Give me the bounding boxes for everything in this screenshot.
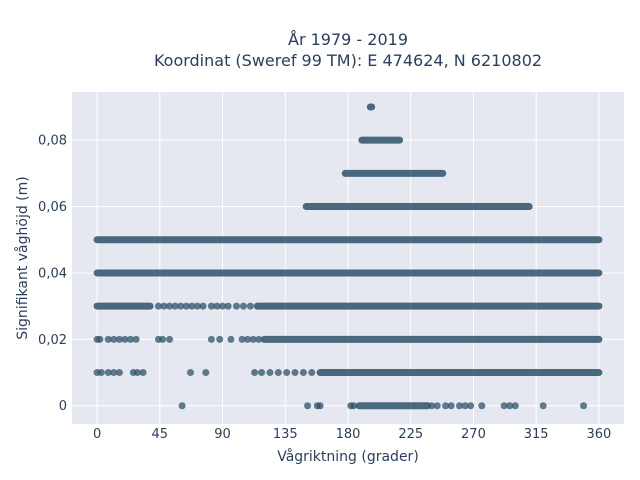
scatter-point: [580, 402, 588, 410]
scatter-point: [316, 402, 324, 410]
scatter-point: [159, 335, 167, 343]
scatter-point: [127, 335, 135, 343]
scatter-point: [199, 302, 207, 310]
scatter-point: [251, 369, 259, 377]
scatter-point: [511, 402, 519, 410]
scatter-point: [232, 302, 240, 310]
scatter-point: [299, 369, 307, 377]
y-axis-title: Signifikant våghöjd (m): [14, 176, 31, 339]
scatter-point: [258, 369, 266, 377]
scatter-band: [93, 302, 154, 310]
scatter-point: [115, 369, 123, 377]
scatter-point: [350, 402, 358, 410]
scatter-point: [291, 369, 299, 377]
scatter-point: [160, 302, 168, 310]
scatter-point: [506, 402, 514, 410]
scatter-point: [96, 335, 104, 343]
scatter-points: [93, 302, 588, 410]
scatter-band: [93, 236, 603, 244]
scatter-point: [178, 402, 186, 410]
scatter-point: [428, 402, 436, 410]
scatter-point: [139, 369, 147, 377]
scatter-point: [239, 302, 247, 310]
scatter-point: [266, 369, 274, 377]
scatter-point: [193, 302, 201, 310]
scatter-point: [224, 302, 232, 310]
scatter-point: [283, 369, 291, 377]
x-tick-label: 45: [152, 427, 169, 442]
x-tick-label: 315: [524, 427, 549, 442]
scatter-point: [244, 335, 252, 343]
scatter-point: [207, 302, 215, 310]
scatter-bands: [93, 103, 603, 410]
scatter-point: [249, 335, 257, 343]
scatter-point: [132, 335, 140, 343]
chart-title-line2: Koordinat (Sweref 99 TM): E 474624, N 62…: [154, 51, 542, 70]
scatter-band: [93, 269, 603, 277]
scatter-point: [219, 302, 227, 310]
scatter-point: [207, 335, 215, 343]
x-tick-label: 360: [586, 427, 611, 442]
scatter-point: [304, 402, 312, 410]
y-tick-label: 0,06: [38, 200, 67, 215]
x-tick-label: 90: [214, 427, 231, 442]
chart-title-line1: År 1979 - 2019: [288, 30, 408, 49]
x-tick-label: 270: [461, 427, 486, 442]
scatter-point: [171, 302, 179, 310]
scatter-point: [202, 369, 210, 377]
y-tick-label: 0,04: [38, 266, 67, 281]
y-tick-labels: 0 0,02 0,04 0,06 0,08: [38, 134, 67, 415]
scatter-point: [97, 369, 105, 377]
scatter-point: [182, 302, 190, 310]
scatter-point: [467, 402, 475, 410]
scatter-band: [260, 335, 603, 343]
scatter-point: [186, 369, 194, 377]
scatter-band: [316, 369, 603, 377]
scatter-point: [447, 402, 455, 410]
scatter-point: [216, 335, 224, 343]
scatter-point: [456, 402, 464, 410]
scatter-point: [213, 302, 221, 310]
scatter-point: [238, 335, 246, 343]
y-tick-label: 0: [59, 399, 67, 414]
scatter-point: [104, 369, 112, 377]
x-tick-labels: 0 45 90 135 180 225 270 315 360: [93, 427, 611, 442]
scatter-point: [478, 402, 486, 410]
scatter-point: [154, 302, 162, 310]
scatter-point: [442, 402, 450, 410]
scatter-point: [539, 402, 547, 410]
x-tick-label: 135: [273, 427, 298, 442]
scatter-point: [227, 335, 235, 343]
scatter-band: [302, 203, 533, 211]
scatter-point: [166, 302, 174, 310]
y-tick-label: 0,02: [38, 333, 67, 348]
scatter-band: [341, 169, 447, 177]
scatter-point: [188, 302, 196, 310]
scatter-band: [358, 136, 404, 144]
scatter-band: [355, 402, 431, 410]
scatter-point: [500, 402, 508, 410]
x-axis-title: Vågriktning (grader): [277, 448, 419, 465]
scatter-point: [121, 335, 129, 343]
scatter-point: [274, 369, 282, 377]
scatter-point: [115, 335, 123, 343]
scatter-band: [253, 302, 603, 310]
scatter-point: [134, 369, 142, 377]
scatter-point: [308, 369, 316, 377]
scatter-point: [104, 335, 112, 343]
x-tick-label: 225: [398, 427, 423, 442]
scatter-point: [110, 369, 118, 377]
x-tick-label: 0: [93, 427, 101, 442]
scatter-point: [166, 335, 174, 343]
scatter-point: [246, 302, 254, 310]
scatter-point: [461, 402, 469, 410]
scatter-point: [255, 335, 263, 343]
scatter-point: [433, 402, 441, 410]
x-tick-label: 180: [336, 427, 361, 442]
scatter-point: [177, 302, 185, 310]
scatter-band: [366, 103, 376, 111]
y-tick-label: 0,08: [38, 134, 67, 149]
scatter-point: [110, 335, 118, 343]
